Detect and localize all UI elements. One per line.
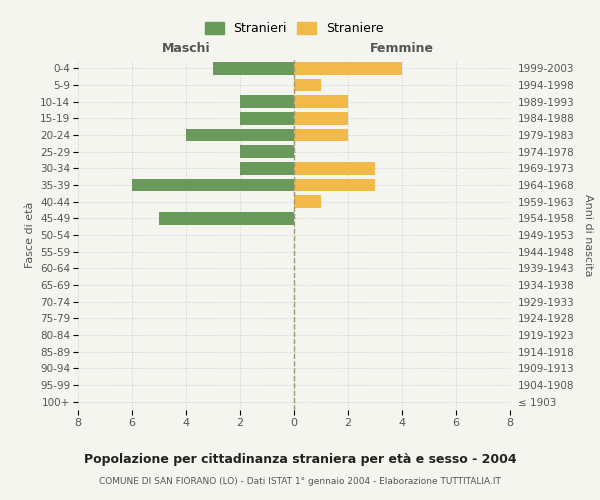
Bar <box>294 79 321 92</box>
Bar <box>240 146 294 158</box>
Bar <box>294 196 321 208</box>
Bar <box>132 179 294 192</box>
Legend: Stranieri, Straniere: Stranieri, Straniere <box>200 18 388 40</box>
Bar <box>159 212 294 224</box>
Bar <box>213 62 294 74</box>
Bar <box>294 129 348 141</box>
Bar <box>294 112 348 124</box>
Text: Popolazione per cittadinanza straniera per età e sesso - 2004: Popolazione per cittadinanza straniera p… <box>83 452 517 466</box>
Y-axis label: Anni di nascita: Anni di nascita <box>583 194 593 276</box>
Bar <box>240 96 294 108</box>
Text: COMUNE DI SAN FIORANO (LO) - Dati ISTAT 1° gennaio 2004 - Elaborazione TUTTITALI: COMUNE DI SAN FIORANO (LO) - Dati ISTAT … <box>99 478 501 486</box>
Text: Femmine: Femmine <box>370 42 434 55</box>
Text: Maschi: Maschi <box>161 42 211 55</box>
Bar <box>294 96 348 108</box>
Bar <box>240 162 294 174</box>
Bar <box>240 112 294 124</box>
Y-axis label: Fasce di età: Fasce di età <box>25 202 35 268</box>
Bar <box>294 162 375 174</box>
Bar <box>186 129 294 141</box>
Bar <box>294 62 402 74</box>
Bar <box>294 179 375 192</box>
